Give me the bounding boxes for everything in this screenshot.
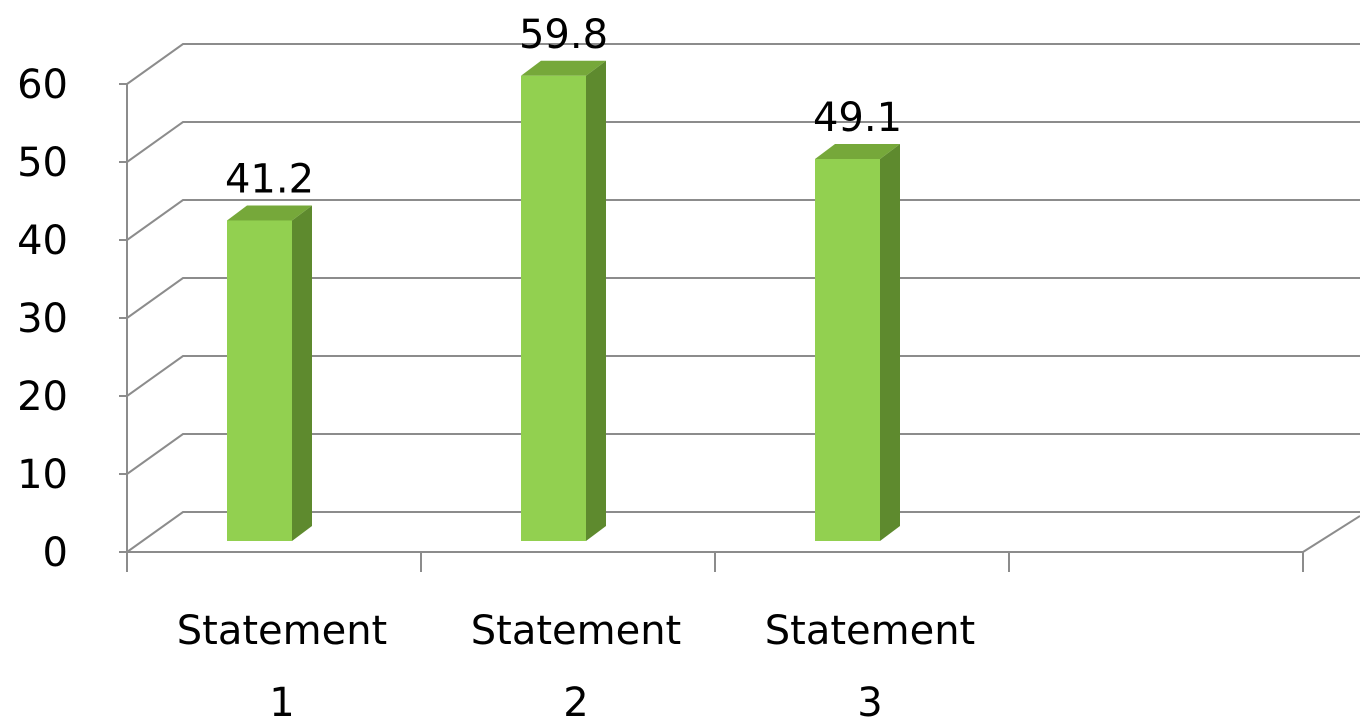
- y-tick-label: 30: [17, 296, 68, 342]
- x-tick-label-line: Statement: [765, 608, 976, 654]
- bar-top-face: [521, 60, 606, 76]
- bar-side-face: [880, 144, 900, 541]
- y-tick-label: 20: [17, 374, 68, 420]
- x-tick-label: Statement 3: [765, 608, 976, 720]
- bar: [815, 144, 900, 541]
- x-tick-label-line: 1: [269, 680, 294, 720]
- bar-top-face: [815, 144, 900, 160]
- bar-front-face: [815, 159, 880, 541]
- gridline: [126, 43, 1360, 85]
- bar-front-face: [521, 75, 586, 542]
- x-tick-label-line: Statement: [471, 608, 682, 654]
- y-tick-label: 40: [17, 218, 68, 264]
- gridline: [126, 277, 1360, 319]
- bar-side-face: [292, 205, 312, 542]
- bar-side-face: [586, 60, 606, 541]
- x-tick-label: Statement 1: [177, 608, 388, 720]
- data-label: 59.8: [519, 12, 608, 58]
- data-label: 41.2: [225, 156, 314, 202]
- y-tick-label: 60: [17, 62, 68, 108]
- x-tick-label: Statement 2: [471, 608, 682, 720]
- gridline: [126, 199, 1360, 241]
- floor-right-edge: [1302, 515, 1360, 553]
- bar: [521, 60, 606, 542]
- axis-layer: [119, 83, 1360, 572]
- y-tick-label: 50: [17, 140, 68, 186]
- gridline: [126, 121, 1360, 163]
- x-tick-label-line: 2: [563, 680, 588, 720]
- floor-gridline: [126, 511, 1360, 553]
- bar-layer: [227, 60, 900, 542]
- y-tick-label: 10: [17, 452, 68, 498]
- bar-top-face: [227, 205, 312, 221]
- y-tick-label: 0: [43, 530, 68, 576]
- gridline: [126, 433, 1360, 475]
- bar: [227, 205, 312, 542]
- x-tick-label-line: Statement: [177, 608, 388, 654]
- gridline: [126, 355, 1360, 397]
- bar-front-face: [227, 220, 292, 542]
- x-tick-label-line: 3: [857, 680, 882, 720]
- grid-layer: [126, 43, 1360, 553]
- data-label: 49.1: [813, 95, 902, 141]
